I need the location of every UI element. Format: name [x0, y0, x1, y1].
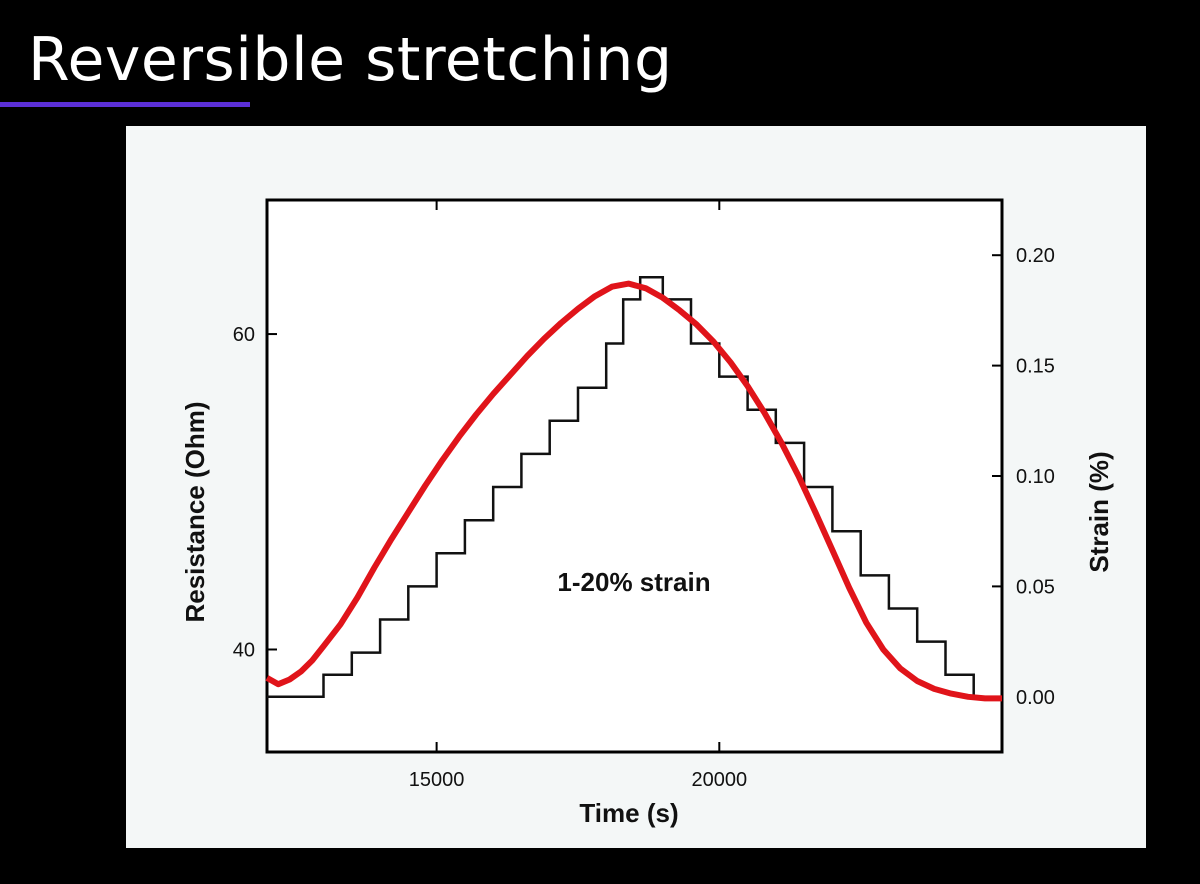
y2-tick-label: 0.10 — [1016, 466, 1055, 488]
y2-tick-label: 0.20 — [1016, 245, 1055, 267]
title-underline — [0, 102, 250, 107]
y-tick-label: 40 — [233, 639, 255, 661]
y2-tick-label: 0.15 — [1016, 356, 1055, 378]
y-tick-label: 60 — [233, 324, 255, 346]
y2-tick-label: 0.00 — [1016, 687, 1055, 709]
plot-frame — [265, 198, 1004, 754]
x-axis-label: Time (s) — [579, 798, 678, 828]
annotation: 1-20% strain — [557, 567, 710, 597]
resistance-series-line — [265, 280, 1002, 702]
y2-tick-label: 0.05 — [1016, 576, 1055, 598]
y-axis-label: Resistance (Ohm) — [180, 401, 210, 622]
chart: 15000 20000 40 60 0.00 0.05 0.10 0.15 0.20 1-2… — [180, 198, 1114, 828]
y2-axis-label: Strain (%) — [1084, 451, 1114, 572]
slide-title: Reversible stretching — [28, 25, 673, 95]
plot-panel: 15000 20000 40 60 0.00 0.05 0.10 0.15 0.20 1-2… — [126, 126, 1146, 848]
x-tick-label: 20000 — [691, 769, 747, 791]
x-tick-label: 15000 — [409, 769, 465, 791]
strain-series-line — [267, 276, 1002, 699]
